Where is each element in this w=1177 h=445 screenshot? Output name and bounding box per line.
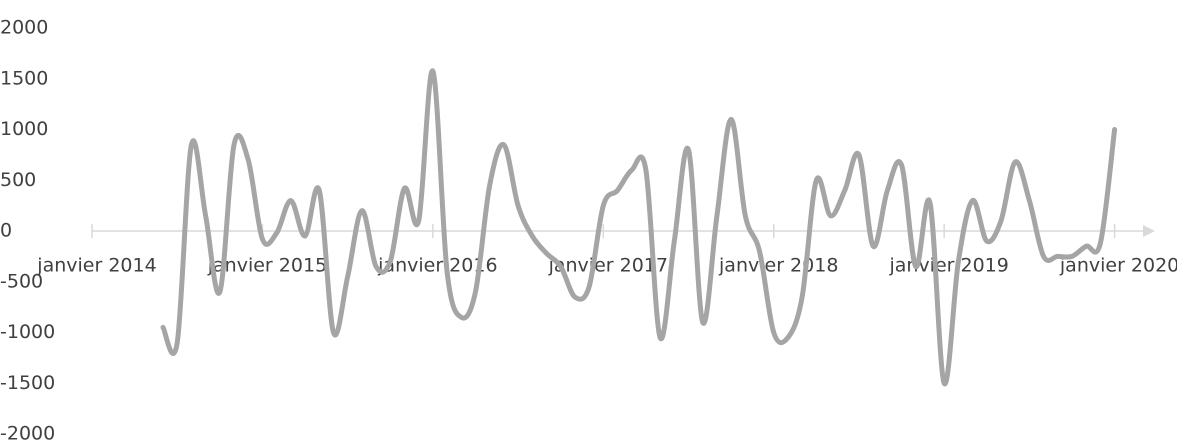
x-tick-label: janvier 2016 (377, 255, 497, 277)
x-tick-label: janvier 2018 (718, 255, 838, 277)
x-tick-label: janvier 2019 (888, 255, 1008, 277)
y-tick-label: -500 (0, 270, 43, 292)
y-tick-label: -2000 (0, 423, 55, 445)
y-tick-label: -1000 (0, 321, 55, 343)
y-tick-label: 0 (0, 220, 12, 242)
x-tick-label: janvier 2017 (548, 255, 668, 277)
y-tick-label: 1500 (0, 67, 48, 89)
line-series (160, 68, 1118, 386)
x-tick-label: janvier 2020 (1059, 255, 1177, 277)
x-tick-label: janvier 2015 (207, 255, 327, 277)
y-tick-label: 1000 (0, 118, 48, 140)
x-axis-arrow (1143, 225, 1155, 237)
x-tick-label: janvier 2014 (36, 255, 156, 277)
y-tick-label: 2000 (0, 17, 48, 39)
y-tick-label: 500 (0, 169, 36, 191)
y-tick-label: -1500 (0, 372, 55, 394)
